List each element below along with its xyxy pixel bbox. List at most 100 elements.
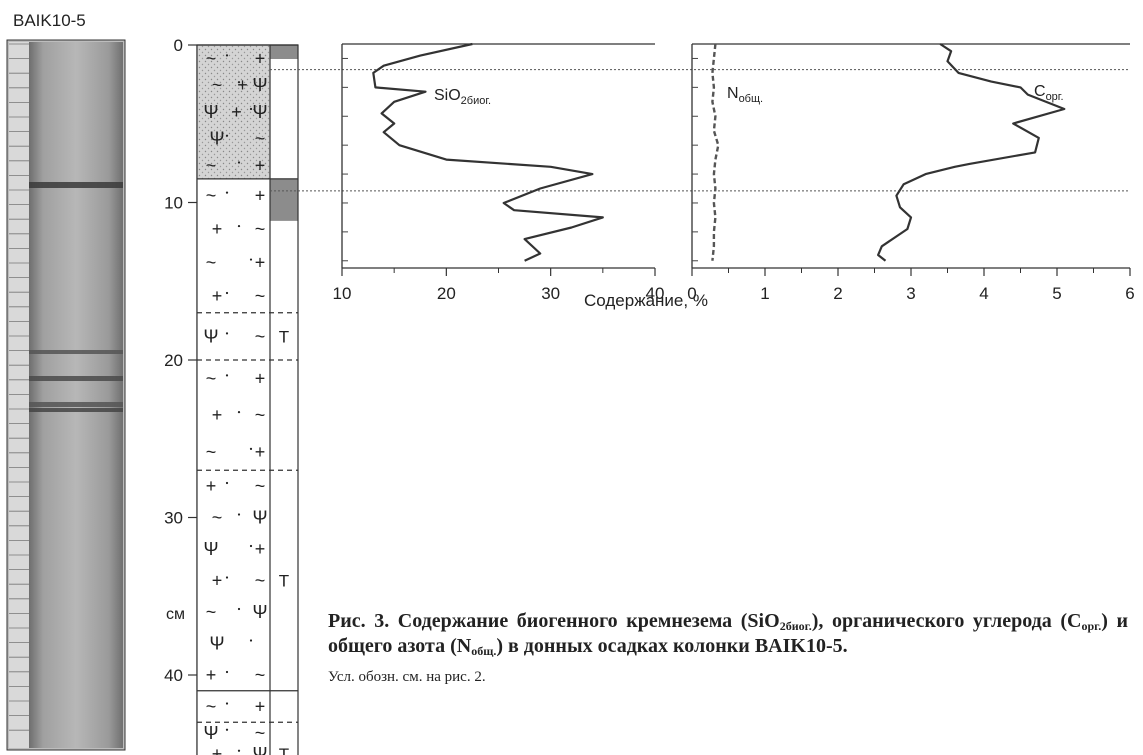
lithology-dot bbox=[225, 374, 229, 377]
series-label: Nобщ. bbox=[727, 85, 763, 105]
lithology-symbol: + bbox=[212, 286, 223, 306]
lithology-symbol: ~ bbox=[255, 571, 266, 591]
lithology-symbol: + bbox=[237, 75, 248, 95]
depth-axis: 0 10 20 30 40 bbox=[164, 36, 198, 755]
lithology-dot bbox=[225, 576, 229, 579]
x-tick-label: 3 bbox=[906, 284, 915, 303]
lithology-symbol: + bbox=[255, 48, 266, 68]
depth-tick-label: 10 bbox=[164, 194, 183, 213]
lithology-mark-label: Т bbox=[279, 745, 289, 755]
lithology-symbol: Ψ bbox=[203, 539, 218, 559]
layer-boundary-guides bbox=[270, 69, 1130, 192]
lithology-dot bbox=[249, 447, 253, 450]
lithology-layer bbox=[197, 690, 270, 723]
lithology-dot bbox=[237, 224, 241, 228]
lithology-symbol: ~ bbox=[255, 723, 266, 743]
lithology-symbol: + bbox=[255, 442, 266, 462]
lithology-mark-cell bbox=[270, 312, 298, 360]
lithology-symbol: Ψ bbox=[203, 102, 218, 122]
lithology-symbol: Ψ bbox=[203, 326, 218, 346]
lithology-symbol: ~ bbox=[255, 665, 266, 685]
lithology-dot bbox=[225, 332, 229, 335]
lithology-frame bbox=[196, 44, 299, 755]
lithology-symbol: ~ bbox=[255, 286, 266, 306]
lithology-symbol: ~ bbox=[206, 602, 217, 622]
lithology-symbol: ~ bbox=[206, 48, 217, 68]
lithology-symbol: + bbox=[255, 253, 266, 273]
lithology-layer bbox=[197, 722, 270, 755]
lithology-mark-cell bbox=[270, 690, 298, 723]
lithology-dot bbox=[225, 291, 229, 295]
lithology-symbol: + bbox=[212, 219, 223, 239]
x-tick-label: 10 bbox=[333, 284, 352, 303]
lithology-symbol: + bbox=[255, 368, 266, 388]
lithology-symbol: ~ bbox=[255, 476, 266, 496]
lithology-dot bbox=[237, 749, 241, 752]
x-tick-label: 20 bbox=[437, 284, 456, 303]
lithology-symbol: ~ bbox=[206, 442, 217, 462]
core-label: BAIK10-5 bbox=[13, 11, 86, 30]
depth-tick-label: 0 bbox=[174, 36, 183, 55]
lithology-layer bbox=[197, 45, 270, 179]
lithology-dot bbox=[249, 258, 253, 261]
lithology-symbol: Ψ bbox=[252, 102, 267, 122]
series-line bbox=[877, 43, 1066, 262]
core-dark-band bbox=[29, 182, 123, 188]
x-tick-label: 1 bbox=[760, 284, 769, 303]
lithology-dot bbox=[225, 481, 229, 485]
lithology-dot bbox=[225, 54, 229, 57]
lithology-symbol: + bbox=[212, 744, 223, 755]
lithology-layer bbox=[197, 470, 270, 691]
lithology-symbol: + bbox=[212, 405, 223, 425]
lithology-symbol: ~ bbox=[255, 129, 266, 149]
lithology-dot bbox=[225, 670, 229, 674]
lithology-symbol: ~ bbox=[206, 253, 217, 273]
lithology-dot bbox=[237, 81, 241, 84]
lithology-mark-box bbox=[270, 178, 298, 221]
lithology-symbol: Ψ bbox=[209, 129, 224, 149]
lithology-dot bbox=[249, 639, 253, 642]
lithology-symbol: ~ bbox=[206, 186, 217, 206]
lithology-mark-label: Т bbox=[279, 572, 289, 591]
core-dark-band bbox=[29, 402, 123, 407]
chart-panels: 10 20 30 40 SiO2биог. 0 1 2 3 4 5 6 Nобщ. Cорг. bbox=[333, 42, 1135, 303]
lithology-symbol: + bbox=[255, 539, 266, 559]
lithology-dot bbox=[237, 513, 241, 516]
lithology-symbol: Ψ bbox=[209, 634, 224, 654]
lithology-symbol: ~ bbox=[212, 75, 223, 95]
caption-title: Рис. 3. Содержание биогенного кремнезема… bbox=[328, 610, 1129, 658]
depth-unit-label: см bbox=[166, 606, 185, 623]
series-line bbox=[711, 43, 720, 261]
x-tick-label: 6 bbox=[1125, 284, 1134, 303]
caption-note: Усл. обозн. см. на рис. 2. bbox=[328, 669, 486, 685]
lithology-mark-label: Т bbox=[279, 327, 289, 346]
lithology-dot bbox=[225, 191, 229, 194]
depth-tick-label: 30 bbox=[164, 509, 183, 528]
core-ruler bbox=[9, 43, 29, 731]
series-label: Cорг. bbox=[1034, 83, 1064, 103]
lithology-dot bbox=[249, 544, 253, 548]
lithology-symbol: Ψ bbox=[252, 602, 267, 622]
lithology-symbol: + bbox=[255, 155, 266, 175]
lithology-layer bbox=[197, 312, 270, 360]
lithology-symbol: ~ bbox=[255, 405, 266, 425]
figure-caption: Рис. 3. Содержание биогенного кремнезема… bbox=[328, 609, 1128, 686]
core-dark-band bbox=[29, 350, 123, 354]
lithology-dot bbox=[225, 728, 229, 731]
core-bands bbox=[29, 182, 123, 412]
lithology-mark-cell bbox=[270, 45, 298, 179]
lithology-symbol: + bbox=[206, 476, 217, 496]
lithology-dot bbox=[225, 134, 229, 137]
core-dark-band bbox=[29, 408, 123, 412]
lithology-symbol: + bbox=[255, 186, 266, 206]
lithology-symbol: + bbox=[231, 102, 242, 122]
lithology-symbol: Ψ bbox=[252, 75, 267, 95]
lithology-mark-cell bbox=[270, 722, 298, 755]
x-tick-label: 30 bbox=[541, 284, 560, 303]
lithology-dot bbox=[237, 411, 241, 414]
lithology-symbol: + bbox=[255, 697, 266, 717]
lithology-dot bbox=[237, 161, 241, 164]
x-tick-label: 40 bbox=[646, 284, 665, 303]
lithology-layer bbox=[197, 360, 270, 471]
